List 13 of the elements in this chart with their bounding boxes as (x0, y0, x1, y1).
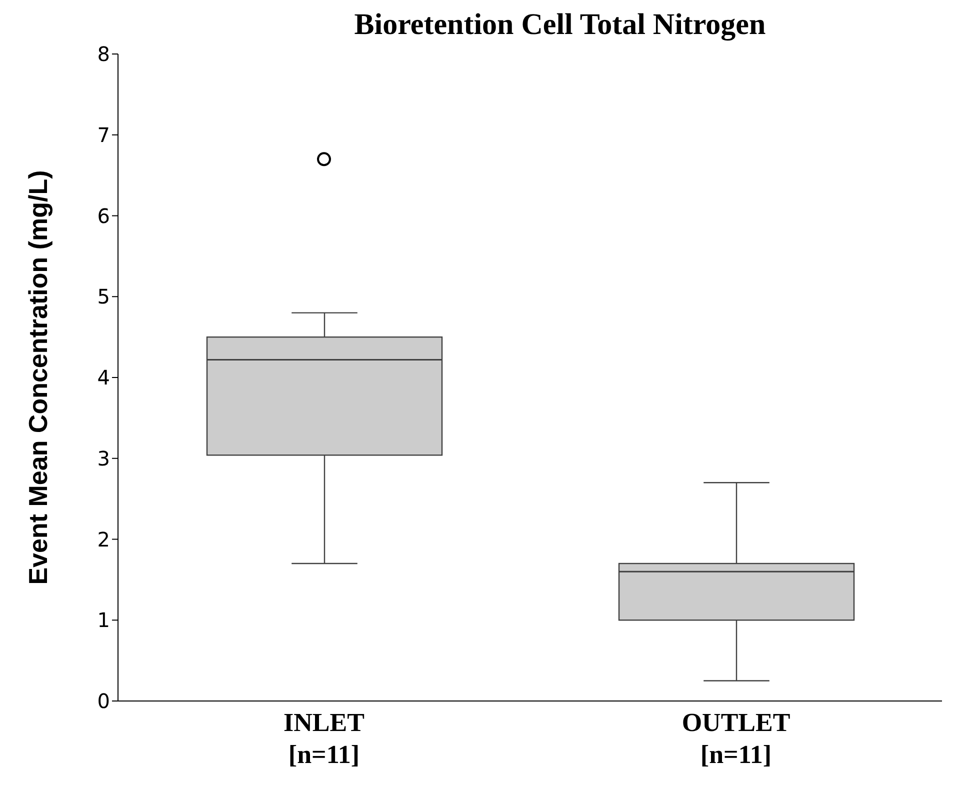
chart-title: Bioretention Cell Total Nitrogen (353, 8, 767, 43)
y-tick-label: 4 (97, 366, 110, 390)
y-tick-label: 7 (97, 122, 110, 147)
y-tick-label: 0 (97, 689, 110, 714)
y-axis-title: Event Mean Concentration (mg/L) (23, 170, 54, 585)
y-tick-label: 1 (97, 608, 110, 632)
x-tick-label: OUTLET [n=11] (682, 708, 790, 769)
y-tick-label: 3 (97, 446, 110, 470)
y-tick-label: 8 (97, 42, 110, 66)
x-tick-label: INLET [n=11] (284, 708, 364, 769)
y-tick-label: 2 (97, 527, 110, 552)
y-tick-label: 6 (97, 204, 110, 228)
y-tick-label: 5 (97, 284, 110, 309)
